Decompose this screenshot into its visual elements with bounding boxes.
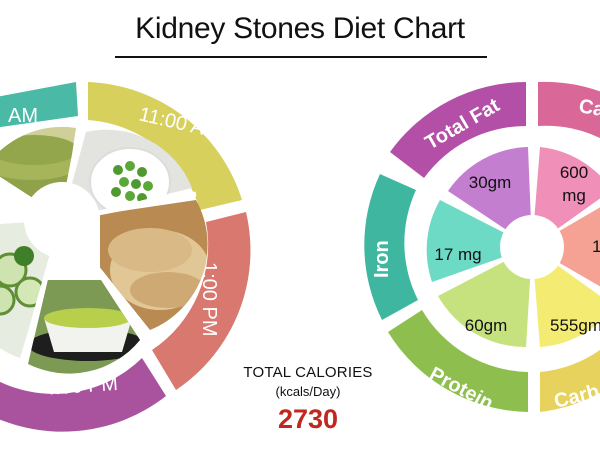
nutrient-band-calcium (538, 81, 600, 138)
meal-wheel: AM 11:00 AM 1:00 PM 4:00 PM (0, 82, 251, 432)
nutrient-band-carbs (540, 350, 600, 412)
nutrient-label-calcium: Ca (577, 95, 600, 121)
nutrient-value-calcium-line2: mg (562, 186, 586, 205)
nutrient-wedge-extra (532, 207, 600, 287)
meal-wheel-hub (24, 182, 100, 258)
time-band-100pm (152, 212, 251, 390)
time-band-400pm (0, 358, 166, 432)
nutrient-wedge-iron (426, 200, 532, 282)
nutrient-value-total-fat: 30gm (469, 173, 512, 192)
nutrient-label-iron: Iron (371, 240, 393, 278)
nutrient-wheel: Total Fat Ca Carb Protein Iron 30gm 600 … (364, 81, 600, 415)
nutrient-value-calcium-line1: 600 (560, 163, 588, 182)
time-band-1100am (88, 82, 242, 210)
nutrient-wedge-protein (438, 247, 532, 348)
green-tea-image (28, 280, 140, 374)
nutrient-band-total-fat (390, 82, 526, 178)
nutrient-band-protein (388, 310, 528, 412)
nutrient-wedge-total-fat (448, 147, 532, 247)
total-calories-label: TOTAL CALORIES (243, 364, 373, 381)
time-label-am: AM (8, 105, 38, 127)
total-calories-unit: (kcals/Day) (275, 384, 341, 399)
nutrient-value-carbs: 555gm (550, 316, 600, 335)
nutrient-wheel-hub (500, 215, 564, 279)
nutrient-value-protein: 60gm (465, 316, 508, 335)
total-calories-value: 2730 (277, 404, 339, 434)
time-band-am (0, 82, 78, 128)
time-label-400pm: 4:00 PM (43, 373, 119, 400)
nutrient-value-extra: 1 (592, 237, 600, 256)
nutrient-band-iron (364, 174, 418, 320)
page-title: Kidney Stones Diet Chart (135, 12, 465, 45)
title-underline (115, 56, 487, 58)
nutrient-value-iron: 17 mg (434, 245, 481, 264)
time-label-100pm: 1:00 PM (198, 262, 220, 336)
